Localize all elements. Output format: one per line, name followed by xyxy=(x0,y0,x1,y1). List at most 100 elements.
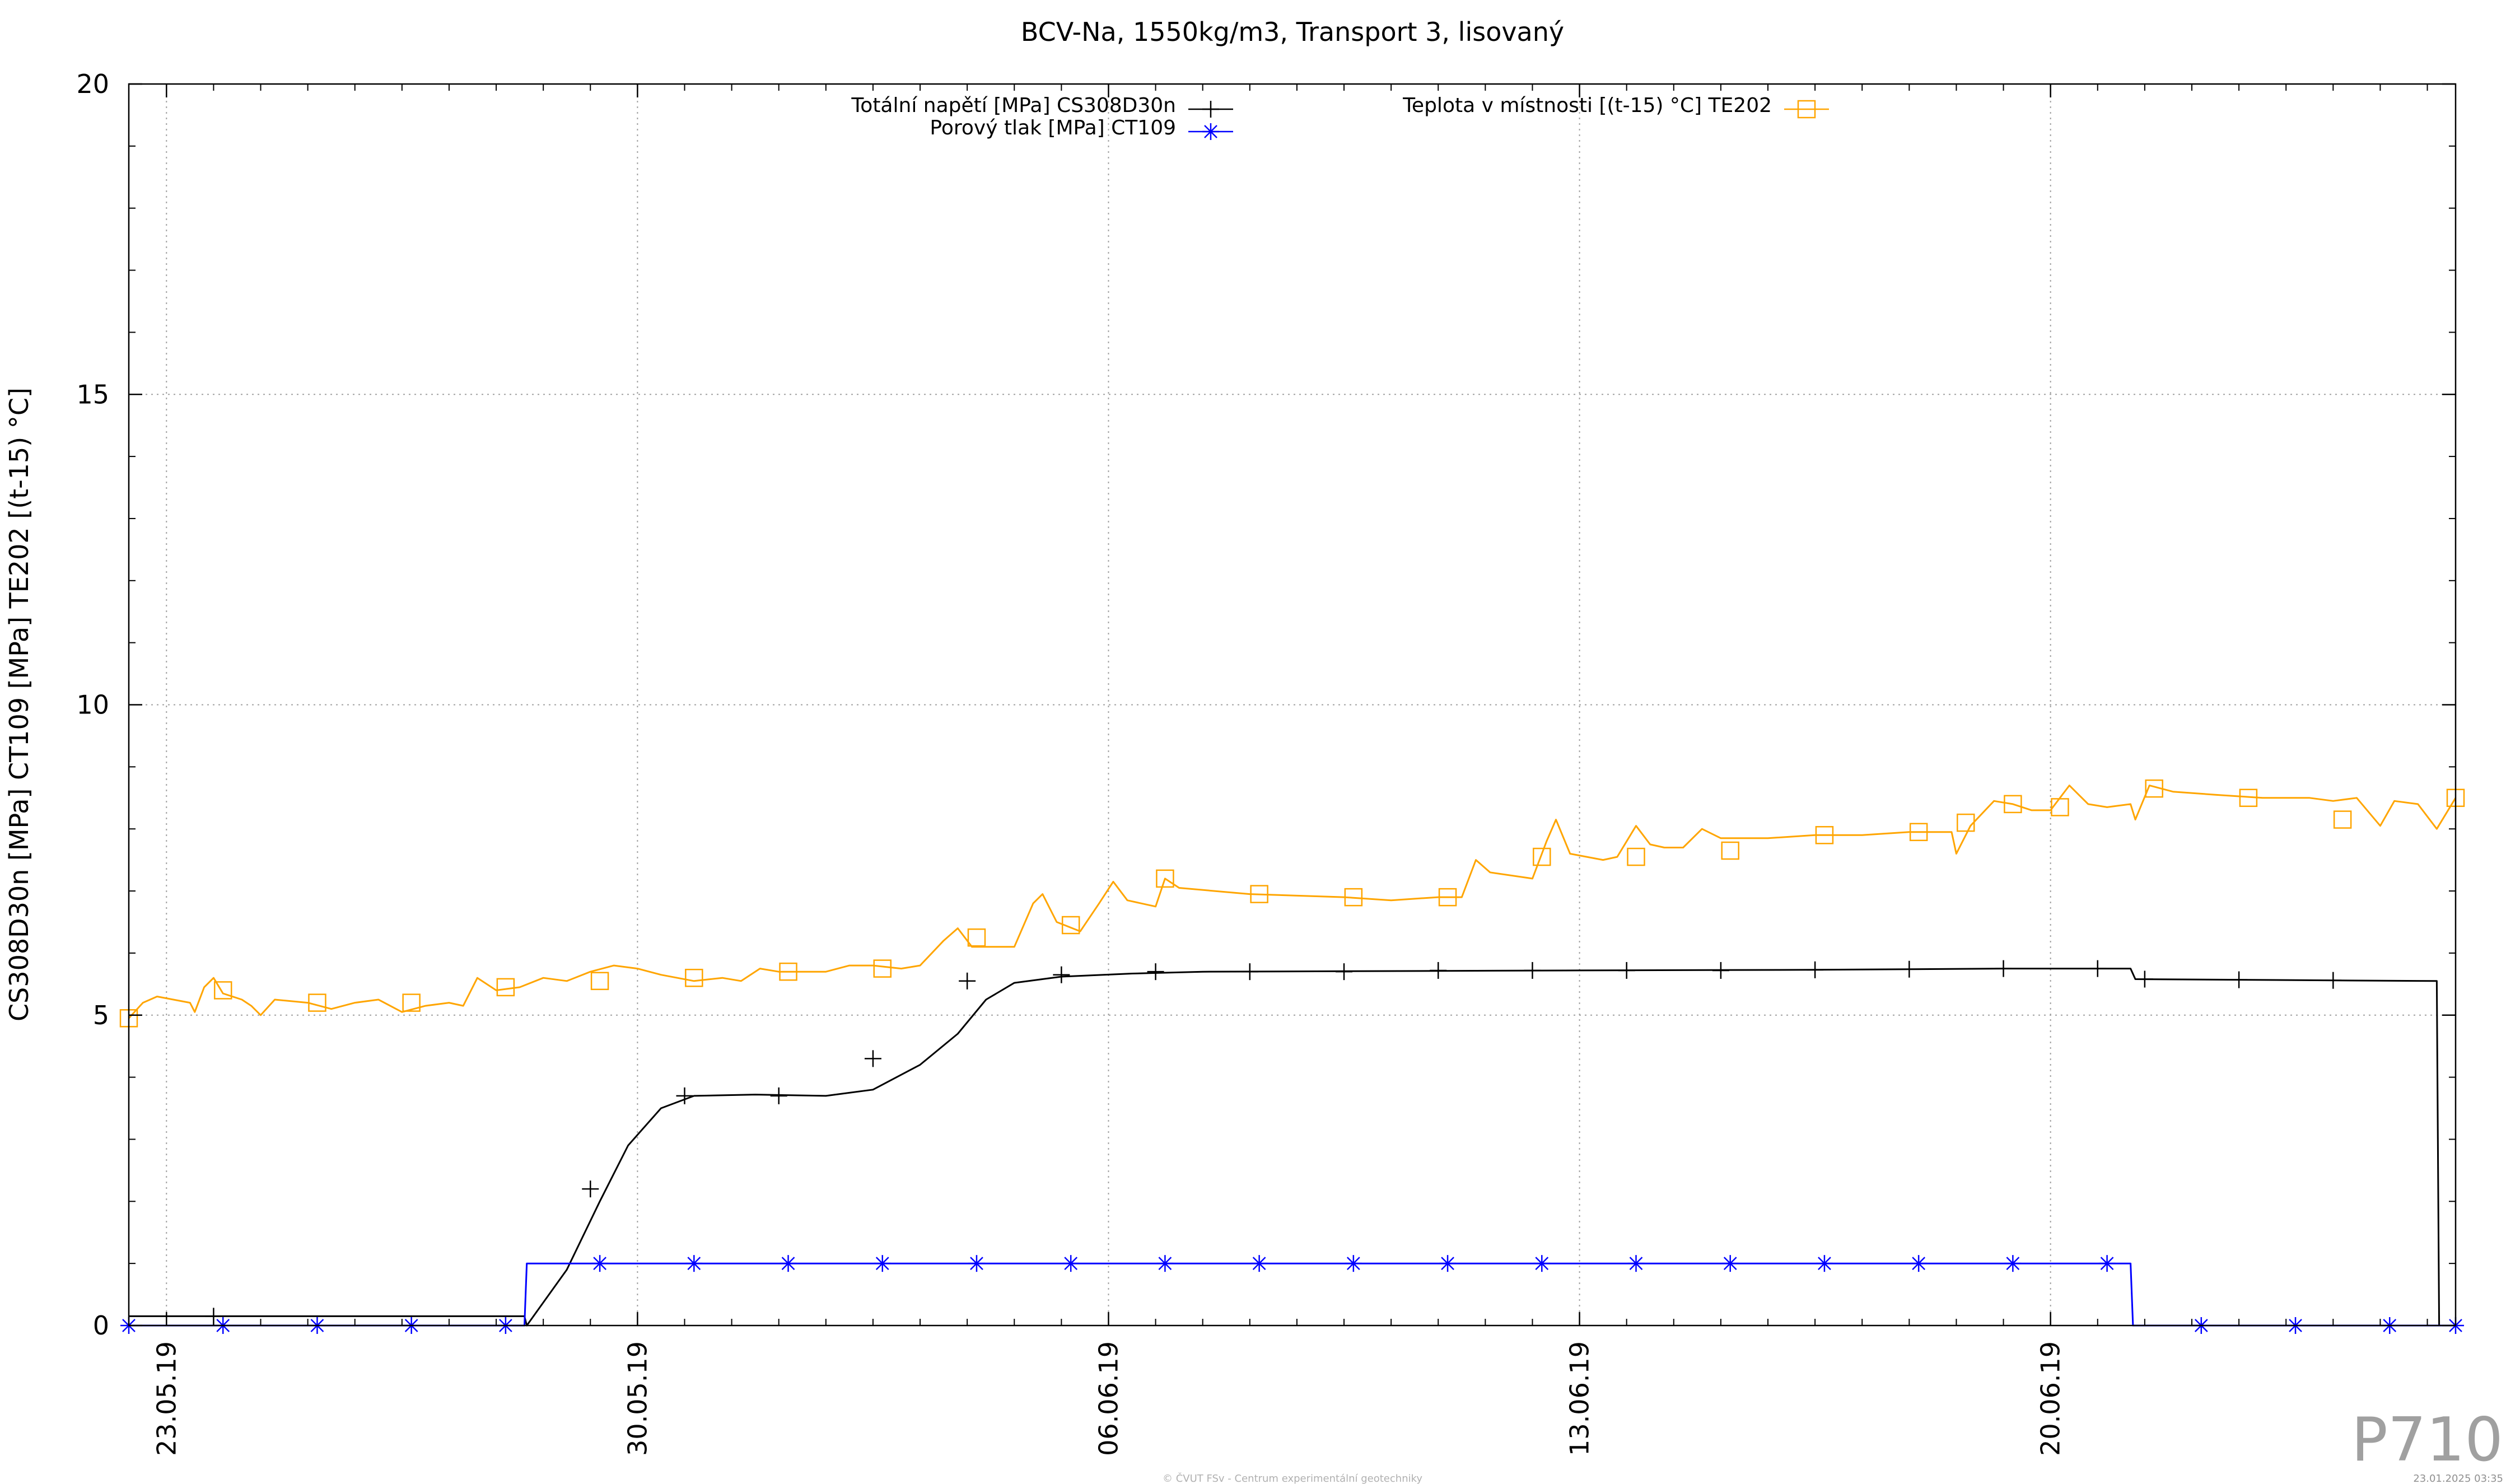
data-point-room-temperature xyxy=(213,981,232,1000)
data-point-stroke xyxy=(1912,1257,1926,1271)
data-point-stroke xyxy=(687,1257,701,1271)
data-point-total-stress xyxy=(676,1087,693,1104)
data-point-stroke xyxy=(781,1257,795,1271)
data-point-total-stress xyxy=(1053,966,1070,983)
data-point-total-stress xyxy=(1336,963,1353,981)
x-tick-label: 30.05.19 xyxy=(622,1341,652,1456)
data-point-total-stress xyxy=(2325,972,2342,989)
data-point-pore-pressure xyxy=(780,1255,797,1272)
data-point-room-temperature xyxy=(2145,779,2163,798)
y-tick-label: 20 xyxy=(76,69,109,99)
data-point-room-temperature xyxy=(2333,810,2352,829)
x-tick-label: 13.06.19 xyxy=(1565,1341,1595,1456)
data-point-room-temperature xyxy=(1061,916,1080,935)
data-point-room-temperature xyxy=(685,968,703,987)
data-point-total-stress xyxy=(1807,961,1824,978)
data-point-total-stress xyxy=(1618,962,1635,979)
data-point-total-stress xyxy=(864,1050,881,1067)
legend: Totální napětí [MPa] CS308D30n Porový tl… xyxy=(851,94,1829,140)
data-point-pore-pressure xyxy=(685,1255,703,1272)
data-point-total-stress xyxy=(2089,960,2106,977)
data-point-room-temperature xyxy=(779,962,797,981)
data-point-room-temperature xyxy=(873,959,892,978)
data-point-pore-pressure xyxy=(1910,1255,1928,1272)
data-point-stroke xyxy=(970,1257,983,1271)
data-point-room-temperature xyxy=(1721,841,1739,860)
grid xyxy=(129,84,2456,1326)
data-point-stroke xyxy=(1158,1257,1172,1271)
data-point-stroke xyxy=(1064,1257,1078,1271)
data-point-pore-pressure xyxy=(591,1255,609,1272)
data-point-room-temperature xyxy=(967,928,986,947)
data-point-total-stress xyxy=(582,1180,599,1198)
data-point-pore-pressure xyxy=(1250,1255,1268,1272)
page-badge: P710 xyxy=(2351,1405,2503,1475)
data-point-total-stress xyxy=(770,1087,787,1104)
legend-label-total-stress: Totální napětí [MPa] CS308D30n xyxy=(851,94,1176,117)
data-point-total-stress xyxy=(2136,970,2153,988)
data-point-stroke xyxy=(1252,1257,1266,1271)
legend-marker-pore-pressure xyxy=(1202,123,1219,140)
copyright-footer: © ČVUT FSv - Centrum experimentální geot… xyxy=(1163,1472,1422,1484)
data-point-stroke xyxy=(1629,1257,1643,1271)
data-point-stroke xyxy=(1818,1257,1831,1271)
legend-marker-total-stress xyxy=(1202,101,1219,118)
legend-marker-room-temperature xyxy=(1797,100,1816,119)
data-point-pore-pressure xyxy=(1345,1255,1362,1272)
data-point-room-temperature xyxy=(1909,823,1928,841)
y-tick-label: 10 xyxy=(76,690,109,720)
data-point-room-temperature xyxy=(1250,885,1268,903)
data-point-room-temperature xyxy=(1438,888,1457,907)
data-point-room-temperature xyxy=(1344,888,1363,907)
data-point-total-stress xyxy=(959,972,976,990)
data-point-room-temperature xyxy=(308,993,326,1012)
data-point-pore-pressure xyxy=(1533,1255,1551,1272)
y-tick-label: 15 xyxy=(76,379,109,409)
data-point-stroke xyxy=(1535,1257,1549,1271)
data-point-total-stress xyxy=(1147,963,1164,981)
series-line-room-temperature xyxy=(128,785,2457,1019)
data-point-room-temperature xyxy=(496,978,515,997)
tick-labels: 0 5 10 15 20 23.05.19 30.05.19 06.06.19 13.06.19… xyxy=(76,69,2065,1456)
data-point-room-temperature xyxy=(590,972,609,991)
data-point-pore-pressure xyxy=(874,1255,891,1272)
data-point-stroke xyxy=(1441,1257,1454,1271)
data-point-stroke xyxy=(875,1257,889,1271)
data-point-stroke xyxy=(2006,1257,2020,1271)
data-point-stroke xyxy=(1346,1257,1360,1271)
data-point-total-stress xyxy=(1995,960,2012,977)
data-point-total-stress xyxy=(1524,962,1541,979)
y-tick-label: 5 xyxy=(93,1000,109,1030)
data-point-stroke xyxy=(1723,1257,1737,1271)
data-point-room-temperature xyxy=(2239,788,2258,808)
data-point-room-temperature xyxy=(1533,847,1551,866)
series-line-total-stress xyxy=(129,968,2456,1327)
data-point-total-stress xyxy=(1901,960,1918,978)
data-point-pore-pressure xyxy=(1156,1255,1174,1272)
data-point-room-temperature xyxy=(1815,826,1834,844)
timestamp-footer: 23.01.2025 03:35 xyxy=(2413,1473,2503,1484)
data-point-room-temperature xyxy=(1627,847,1645,866)
data-point-stroke xyxy=(2100,1257,2114,1271)
data-point-room-temperature xyxy=(402,993,421,1012)
chart-title: BCV-Na, 1550kg/m3, Transport 3, lisovaný xyxy=(1021,17,1564,47)
data-point-pore-pressure xyxy=(968,1255,985,1272)
data-point-total-stress xyxy=(1712,962,1729,979)
data-point-stroke xyxy=(593,1257,606,1271)
data-point-pore-pressure xyxy=(1439,1255,1457,1272)
data-point-room-temperature xyxy=(2004,795,2022,814)
x-tick-label: 23.05.19 xyxy=(151,1341,181,1456)
data-point-room-temperature xyxy=(2051,798,2069,816)
data-point-pore-pressure xyxy=(1816,1255,1833,1272)
x-tick-label: 06.06.19 xyxy=(1093,1341,1123,1456)
data-point-room-temperature xyxy=(1957,813,1975,832)
data-point-total-stress xyxy=(1241,963,1258,981)
data-point-pore-pressure xyxy=(2004,1255,2022,1272)
data-point-pore-pressure xyxy=(1062,1255,1080,1272)
x-tick-label: 20.06.19 xyxy=(2036,1341,2066,1456)
ticks xyxy=(129,83,2456,1327)
legend-label-room-temperature: Teplota v místnosti [(t-15) °C] TE202 xyxy=(1402,94,1772,117)
data-point-pore-pressure xyxy=(2098,1255,2116,1272)
legend-label-pore-pressure: Porový tlak [MPa] CT109 xyxy=(930,116,1176,139)
